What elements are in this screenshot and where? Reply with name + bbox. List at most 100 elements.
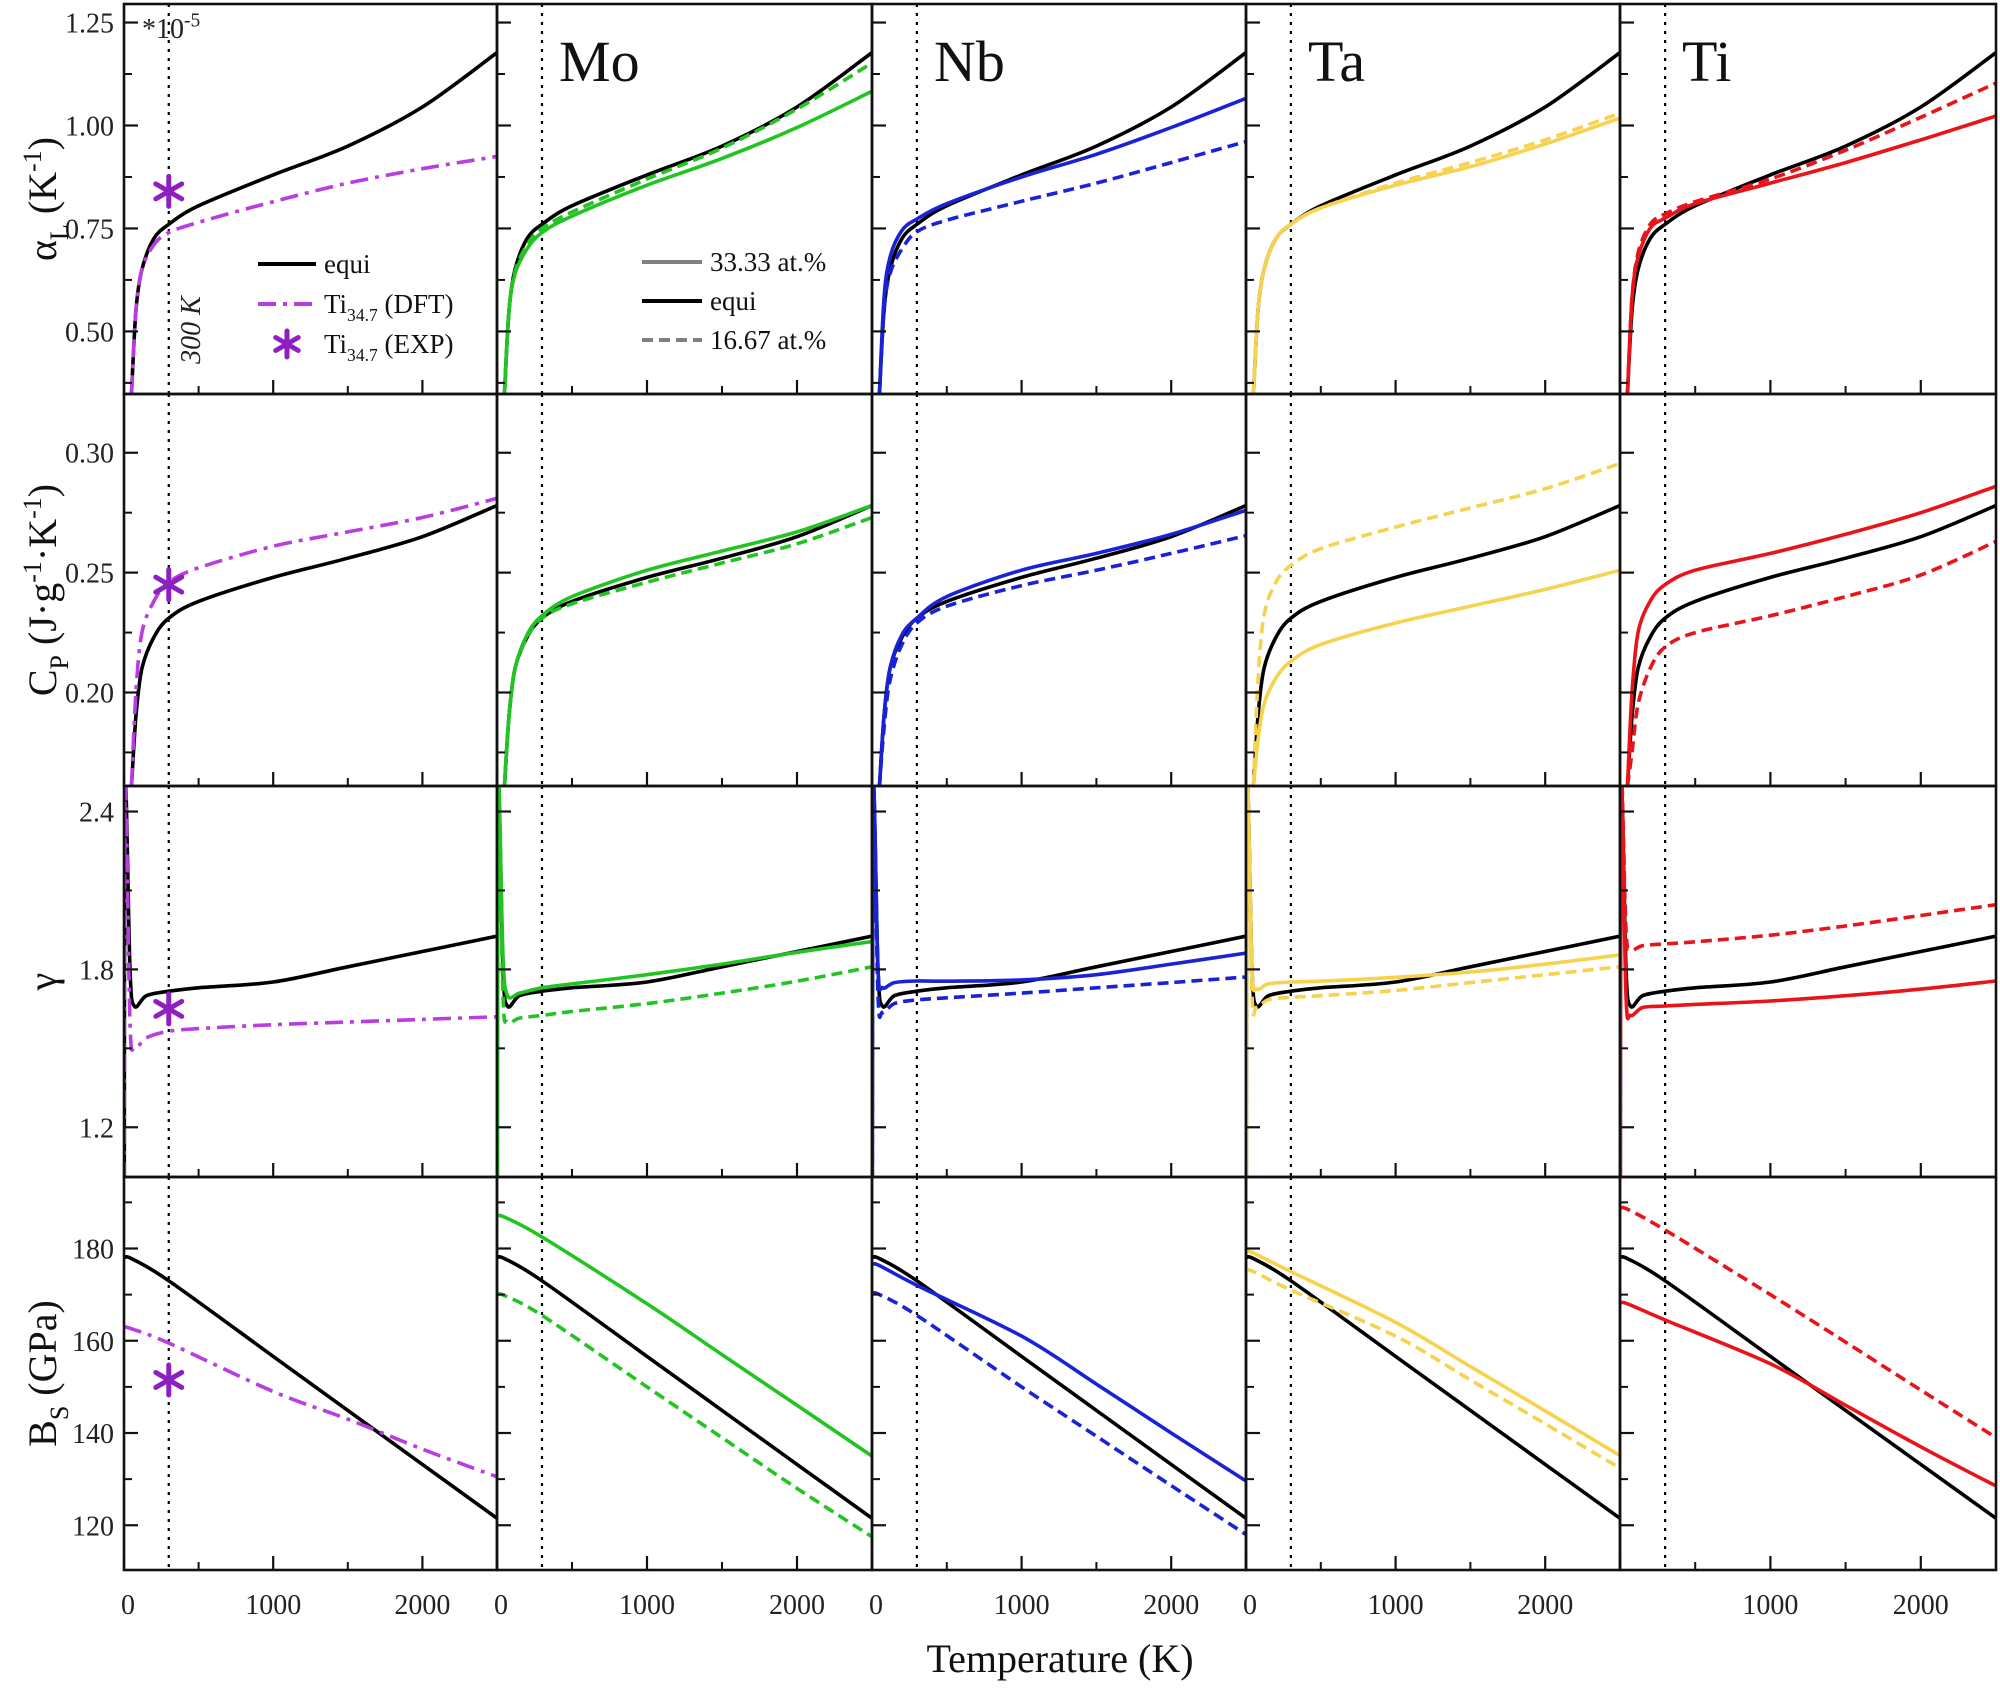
y-axis-title-gamma: γ (20, 973, 65, 992)
x-tick-label: 1000 (994, 1590, 1050, 1621)
series-line-nb-33-33-at- (872, 1262, 1246, 1483)
series-line-equi (1620, 1254, 1996, 1520)
y-tick-label: 0.75 (65, 214, 114, 245)
subscript: P (45, 655, 74, 669)
superscript: -5 (184, 11, 200, 32)
x-axis-title: Temperature (K) (926, 1636, 1193, 1681)
y-tick-label: 1.8 (79, 955, 114, 986)
series-line-mo-16-67-at- (502, 61, 872, 394)
series-line-ti-33-33-at- (1625, 484, 1996, 786)
panel-B_S-Ti (1618, 1175, 1998, 1572)
text-segment: Ti (324, 289, 347, 319)
exp-data-point (153, 991, 185, 1027)
subscript: L (45, 224, 74, 240)
series-line-nb-16-67-at- (877, 139, 1246, 394)
series-line-mo-16-67-at- (502, 515, 872, 786)
series-line-equi (1251, 503, 1620, 786)
y-tick-label: 120 (72, 1511, 114, 1542)
series-group (129, 496, 497, 786)
series-group (1625, 484, 1996, 786)
panel-gamma-Ti (1618, 784, 1998, 1179)
series-line-nb-33-33-at- (877, 96, 1246, 394)
series-group (877, 51, 1246, 394)
superscript: -1 (18, 561, 47, 583)
text-segment: (J·g (20, 583, 65, 655)
exp-data-point (153, 1362, 185, 1398)
legend-label: equi (710, 286, 757, 316)
exp-data-point (153, 567, 185, 603)
series-group (124, 1254, 497, 1520)
text-segment: (EXP) (378, 329, 454, 359)
y-tick-label: 1.00 (65, 111, 114, 142)
series-line-equi (1625, 503, 1996, 786)
series-group (502, 51, 872, 394)
series-group (497, 1213, 872, 1539)
superscript: -1 (18, 497, 47, 519)
series-line-mo-16-67-at- (497, 1292, 872, 1539)
text-segment: *10 (142, 14, 184, 45)
series-line-equi (124, 1254, 497, 1520)
text-segment: equi (710, 286, 757, 316)
x-tick-label: 2000 (1517, 1590, 1573, 1621)
y-tick-label: 140 (72, 1419, 114, 1450)
series-group (1251, 461, 1620, 786)
scale-note: *10-5 (142, 11, 200, 45)
element-label-ta: Ta (1308, 29, 1365, 94)
text-segment: B (20, 1420, 65, 1447)
text-segment: ·K (20, 519, 65, 561)
series-line-nb-16-67-at- (877, 533, 1246, 786)
star-stroke (153, 1369, 185, 1390)
reference-line-label: 300 K (176, 295, 207, 365)
legend-label: 33.33 at.% (710, 247, 826, 277)
x-tick-label: 0 (121, 1590, 135, 1621)
x-tick-label: 1000 (245, 1590, 301, 1621)
series-line-ta-33-33-at- (1251, 568, 1620, 786)
x-tick-label: 1000 (1742, 1590, 1798, 1621)
y-axis-title-c-p: CP (J·g-1·K-1) (18, 484, 74, 696)
y-tick-label: 0.30 (65, 439, 114, 470)
series-line-ti-16-67-at- (1620, 1205, 1996, 1440)
subscript: 34.7 (347, 345, 378, 365)
x-tick-label: 1000 (1368, 1590, 1424, 1621)
series-line-ta-33-33-at- (1246, 1249, 1620, 1458)
subscript: 34.7 (347, 305, 378, 325)
x-tick-label: 2000 (1143, 1590, 1199, 1621)
x-tick-label: 1000 (619, 1590, 675, 1621)
legend-composition: 33.33 at.% equi 16.67 at.% (642, 247, 826, 355)
text-segment: α (20, 240, 65, 261)
x-tick-label: 0 (1243, 1590, 1257, 1621)
series-line-ti-33-33-at- (1620, 1300, 1996, 1488)
star-stroke (153, 181, 185, 202)
element-label-mo: Mo (559, 29, 640, 94)
series-group (129, 51, 497, 394)
text-segment: 33.33 at.% (710, 247, 826, 277)
text-segment: 16.67 at.% (710, 325, 826, 355)
series-group (872, 1254, 1246, 1537)
series-line-equi (129, 503, 497, 786)
series-line-equi (497, 1254, 872, 1520)
series-line-equi (129, 51, 497, 394)
series-line-equi (1246, 1254, 1620, 1520)
star-stroke (153, 998, 185, 1019)
legend-label: Ti34.7 (DFT) (324, 289, 453, 325)
y-tick-label: 0.20 (65, 678, 114, 709)
y-tick-label: 0.50 (65, 317, 114, 348)
series-line-mo-33-33-at- (497, 1213, 872, 1458)
panel-frame (1618, 1175, 1998, 1572)
y-axis-title-alpha-l: αL (K-1) (18, 137, 74, 261)
legend-label: Ti34.7 (EXP) (324, 329, 453, 365)
panel-alpha_L-Ta (1244, 2, 1622, 396)
series-line-ta-16-67-at- (1251, 461, 1620, 786)
series-group (1251, 51, 1620, 394)
y-axis-title-b-s: BS (GPa) (20, 1300, 74, 1447)
series-line-ti-16-67-at- (1625, 539, 1996, 786)
star-stroke (153, 574, 185, 595)
text-segment: Ti (324, 329, 347, 359)
star-stroke (273, 335, 301, 353)
series-line-ti34-7-dft- (129, 154, 497, 394)
series-line-ta-16-67-at- (1246, 1268, 1620, 1470)
text-segment: equi (324, 249, 371, 279)
